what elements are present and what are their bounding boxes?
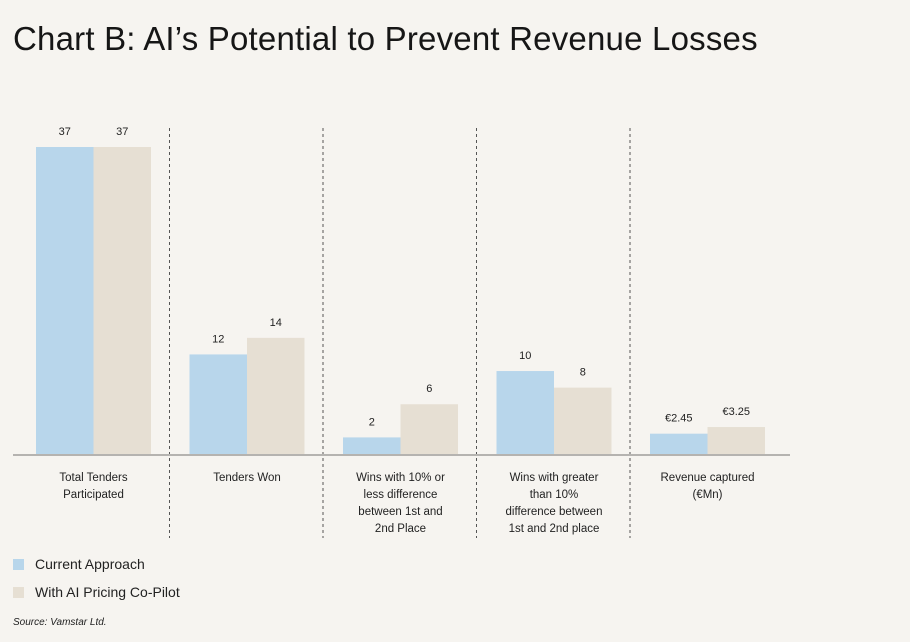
category-label: difference between: [506, 506, 603, 518]
legend-swatch-current: [13, 558, 24, 570]
legend-swatch-ai: [13, 586, 24, 598]
legend: Current Approach With AI Pricing Co-Pilo…: [13, 550, 180, 606]
legend-label-ai: With AI Pricing Co-Pilot: [35, 584, 180, 600]
bar-current: [189, 354, 247, 454]
data-label: 14: [270, 317, 282, 329]
category-label: Wins with 10% or: [356, 472, 445, 484]
legend-item-current: Current Approach: [13, 550, 180, 578]
chart-title: Chart B: AI’s Potential to Prevent Reven…: [13, 20, 758, 57]
bar-ai: [247, 337, 305, 454]
legend-item-ai: With AI Pricing Co-Pilot: [13, 578, 180, 606]
bar-current: [36, 147, 94, 454]
category-label: Total Tenders: [59, 472, 127, 484]
category-label: Wins with greater: [510, 472, 599, 484]
bar-ai: [554, 387, 612, 454]
category-label: Tenders Won: [213, 472, 281, 484]
category-label: (€Mn): [692, 489, 722, 501]
bar-current: [496, 371, 554, 454]
category-label: Revenue captured: [661, 472, 755, 484]
source-note: Source: Vamstar Ltd.: [13, 617, 107, 628]
legend-label-current: Current Approach: [35, 556, 145, 572]
bar-ai: [400, 404, 458, 454]
data-label: €3.25: [722, 406, 750, 418]
bar-ai: [707, 427, 765, 454]
category-label: 1st and 2nd place: [509, 523, 600, 535]
data-label: 37: [116, 126, 128, 138]
bar-current: [343, 437, 401, 454]
data-label: 37: [59, 126, 71, 138]
data-label: 10: [519, 350, 531, 362]
category-label: Participated: [63, 489, 124, 501]
data-label: 8: [580, 367, 586, 379]
data-label: 2: [369, 416, 375, 428]
category-label: less difference: [364, 489, 438, 501]
bar-current: [650, 433, 708, 454]
category-label: between 1st and: [358, 506, 442, 518]
data-label: 12: [212, 333, 224, 345]
data-label: €2.45: [665, 413, 693, 425]
category-label: than 10%: [530, 489, 579, 501]
data-label: 6: [426, 383, 432, 395]
category-label: 2nd Place: [375, 523, 426, 535]
bar-ai: [93, 147, 151, 454]
